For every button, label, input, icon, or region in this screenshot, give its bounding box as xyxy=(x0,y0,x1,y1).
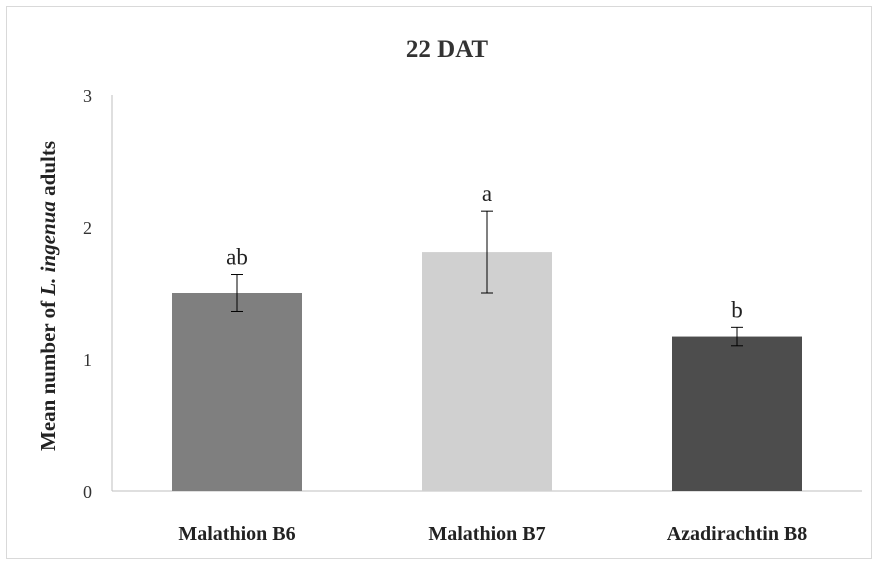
x-tick-label: Azadirachtin B8 xyxy=(667,523,808,545)
bar xyxy=(172,293,302,491)
significance-letter: b xyxy=(731,297,743,322)
y-tick-label: 0 xyxy=(83,482,92,502)
bar xyxy=(672,336,802,491)
significance-letter: ab xyxy=(226,245,248,270)
y-tick-label: 2 xyxy=(83,218,92,238)
y-tick-label: 3 xyxy=(83,86,92,106)
x-tick-label: Malathion B7 xyxy=(428,523,545,545)
x-tick-labels: Malathion B6 Malathion B7 Azadirachtin B8 xyxy=(178,523,807,545)
y-axis-label-species: L. ingenua xyxy=(36,201,60,297)
significance-letter: a xyxy=(482,181,492,206)
y-tick-label: 1 xyxy=(83,350,92,370)
y-axis-label: Mean number of L. ingenua adults xyxy=(36,141,60,451)
y-axis-label-prefix: Mean number of xyxy=(36,296,60,451)
x-tick-label: Malathion B6 xyxy=(178,523,295,545)
chart-title: 22 DAT xyxy=(406,36,489,63)
y-tick-labels: 0 1 2 3 xyxy=(83,86,92,502)
y-axis-label-suffix: adults xyxy=(36,141,60,201)
